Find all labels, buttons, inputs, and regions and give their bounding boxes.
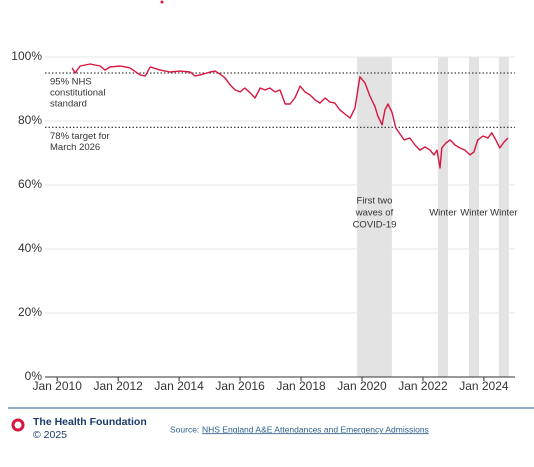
x-tick-label: Jan 2014 — [154, 379, 204, 393]
shaded-period — [357, 57, 392, 377]
x-tick-label: Jan 2016 — [215, 379, 265, 393]
reference-label: constitutional — [50, 88, 105, 99]
shaded-period — [437, 57, 448, 377]
organization: The Health Foundation — [33, 416, 147, 428]
x-tick-label: Jan 2018 — [276, 379, 326, 393]
x-tick-label: Jan 2010 — [32, 379, 82, 393]
copyright: © 2025 — [33, 429, 67, 441]
logo — [11, 418, 25, 432]
x-tick-label: Jan 2022 — [398, 379, 448, 393]
x-tick-label: Jan 2020 — [337, 379, 387, 393]
period-label: COVID-19 — [353, 220, 397, 231]
shaded-period — [498, 57, 509, 377]
reference-label: 95% NHS — [50, 77, 92, 88]
y-tick-label: 20% — [18, 305, 42, 319]
period-label: Winter — [460, 208, 487, 219]
reference-label: 78% target for — [50, 131, 110, 142]
period-label: Winter — [429, 208, 456, 219]
x-tick-label: Jan 2012 — [93, 379, 143, 393]
y-tick-label: 0% — [25, 369, 43, 383]
marker-dot — [160, 0, 164, 4]
y-tick-label: 60% — [18, 177, 42, 191]
y-tick-label: 100% — [11, 49, 42, 63]
y-tick-label: 80% — [18, 113, 42, 127]
reference-label: standard — [50, 99, 87, 110]
period-label: waves of — [355, 208, 394, 219]
period-label: First two — [357, 196, 393, 207]
shaded-period — [468, 57, 480, 377]
reference-label: March 2026 — [50, 142, 100, 153]
source-prefix: Source: — [170, 424, 199, 434]
x-tick-label: Jan 2024 — [459, 379, 509, 393]
data-line — [71, 63, 509, 169]
source-link[interactable]: NHS England A&E Attendances and Emergenc… — [202, 424, 429, 434]
y-tick-label: 40% — [18, 241, 42, 255]
period-label: Winter — [490, 208, 517, 219]
